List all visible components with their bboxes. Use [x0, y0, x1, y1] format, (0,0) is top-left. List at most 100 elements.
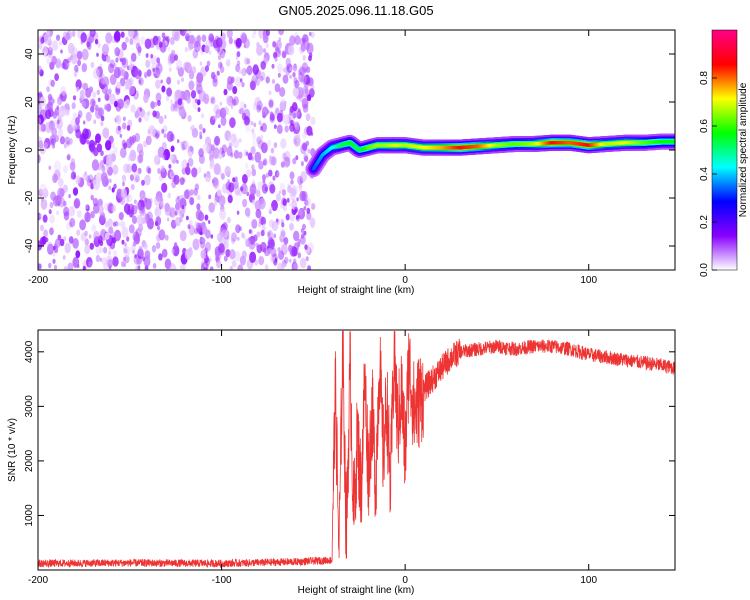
noise-blob [227, 194, 233, 204]
noise-blob [48, 262, 52, 269]
noise-blob [57, 96, 63, 106]
noise-blob [41, 236, 47, 245]
noise-blob [262, 159, 267, 166]
noise-blob [214, 249, 222, 261]
noise-blob [161, 85, 166, 93]
noise-blob [118, 212, 124, 221]
noise-blob [121, 41, 127, 51]
noise-blob [259, 125, 264, 131]
noise-blob [129, 38, 134, 45]
noise-blob [201, 225, 208, 235]
noise-blob [292, 64, 298, 72]
noise-blob [101, 43, 110, 56]
noise-blob [70, 174, 74, 180]
noise-blob [152, 263, 157, 269]
noise-blob [239, 107, 244, 115]
noise-blob [154, 101, 158, 107]
noise-blob [220, 50, 225, 59]
noise-blob [300, 43, 306, 52]
noise-blob [154, 208, 159, 215]
y-tick-label: 2000 [24, 449, 35, 472]
noise-blob [134, 199, 137, 204]
noise-blob [167, 47, 171, 52]
noise-blob [240, 32, 248, 44]
noise-blob [125, 36, 129, 43]
noise-blob [144, 174, 151, 186]
noise-blob [293, 129, 297, 134]
noise-blob [282, 203, 288, 212]
noise-blob [251, 219, 258, 229]
noise-blob [169, 154, 174, 161]
noise-blob [294, 35, 301, 46]
noise-blob [232, 177, 236, 183]
noise-blob [293, 262, 299, 270]
noise-blob [177, 98, 183, 106]
noise-blob [88, 86, 94, 93]
noise-blob [77, 59, 82, 67]
snr-frame [37, 329, 676, 571]
noise-blob [131, 215, 138, 224]
noise-blob [254, 77, 261, 86]
noise-blob [111, 237, 115, 242]
noise-blob [269, 111, 274, 118]
noise-blob [143, 242, 148, 250]
noise-blob [111, 187, 115, 193]
noise-blob [267, 236, 275, 249]
y-tick-label: 40 [24, 48, 35, 60]
noise-blob [90, 105, 95, 113]
noise-blob [171, 219, 175, 225]
noise-blob [305, 113, 311, 122]
noise-blob [103, 262, 109, 270]
noise-blob [75, 175, 81, 185]
noise-blob [63, 206, 70, 217]
noise-blob [72, 95, 77, 101]
noise-blob [272, 175, 276, 181]
noise-blob [298, 208, 303, 216]
noise-blob [67, 42, 75, 55]
noise-blob [160, 165, 165, 173]
noise-blob [119, 133, 123, 138]
noise-blob [203, 173, 207, 178]
noise-blob [272, 79, 275, 84]
noise-blob [181, 213, 185, 218]
noise-blob [84, 244, 91, 255]
noise-blob [223, 106, 229, 115]
noise-blob [253, 122, 257, 128]
noise-blob [232, 99, 237, 106]
noise-blob [252, 132, 256, 139]
snr-y-ticks: 1000 2000 3000 4000 [24, 340, 675, 527]
noise-blob [197, 89, 201, 94]
noise-blob [147, 110, 151, 116]
noise-blob [52, 245, 56, 251]
noise-blob [251, 199, 256, 205]
noise-blob [115, 87, 121, 96]
noise-blob [246, 169, 252, 178]
noise-blob [149, 198, 153, 204]
noise-blob [305, 197, 312, 207]
noise-blob [51, 40, 59, 51]
noise-blob [90, 30, 94, 34]
noise-blob [154, 110, 160, 119]
noise-blob [275, 107, 280, 115]
noise-blob [156, 225, 161, 231]
noise-blob [293, 230, 300, 242]
noise-blob [138, 117, 142, 123]
noise-blob [112, 256, 119, 267]
noise-blob [262, 158, 268, 166]
noise-blob [121, 239, 125, 245]
noise-blob [188, 34, 195, 45]
noise-blob [208, 50, 212, 55]
noise-blob [128, 63, 133, 72]
noise-blob [280, 263, 285, 270]
noise-blob [178, 106, 186, 117]
noise-blob [187, 114, 192, 122]
noise-blob [38, 140, 44, 149]
noise-blob [239, 186, 244, 192]
noise-blob [302, 54, 307, 61]
noise-blob [141, 217, 146, 225]
noise-blob [244, 68, 248, 73]
noise-blob [114, 47, 120, 57]
noise-blob [261, 142, 268, 154]
noise-blob [251, 164, 255, 171]
noise-blob [209, 266, 214, 270]
